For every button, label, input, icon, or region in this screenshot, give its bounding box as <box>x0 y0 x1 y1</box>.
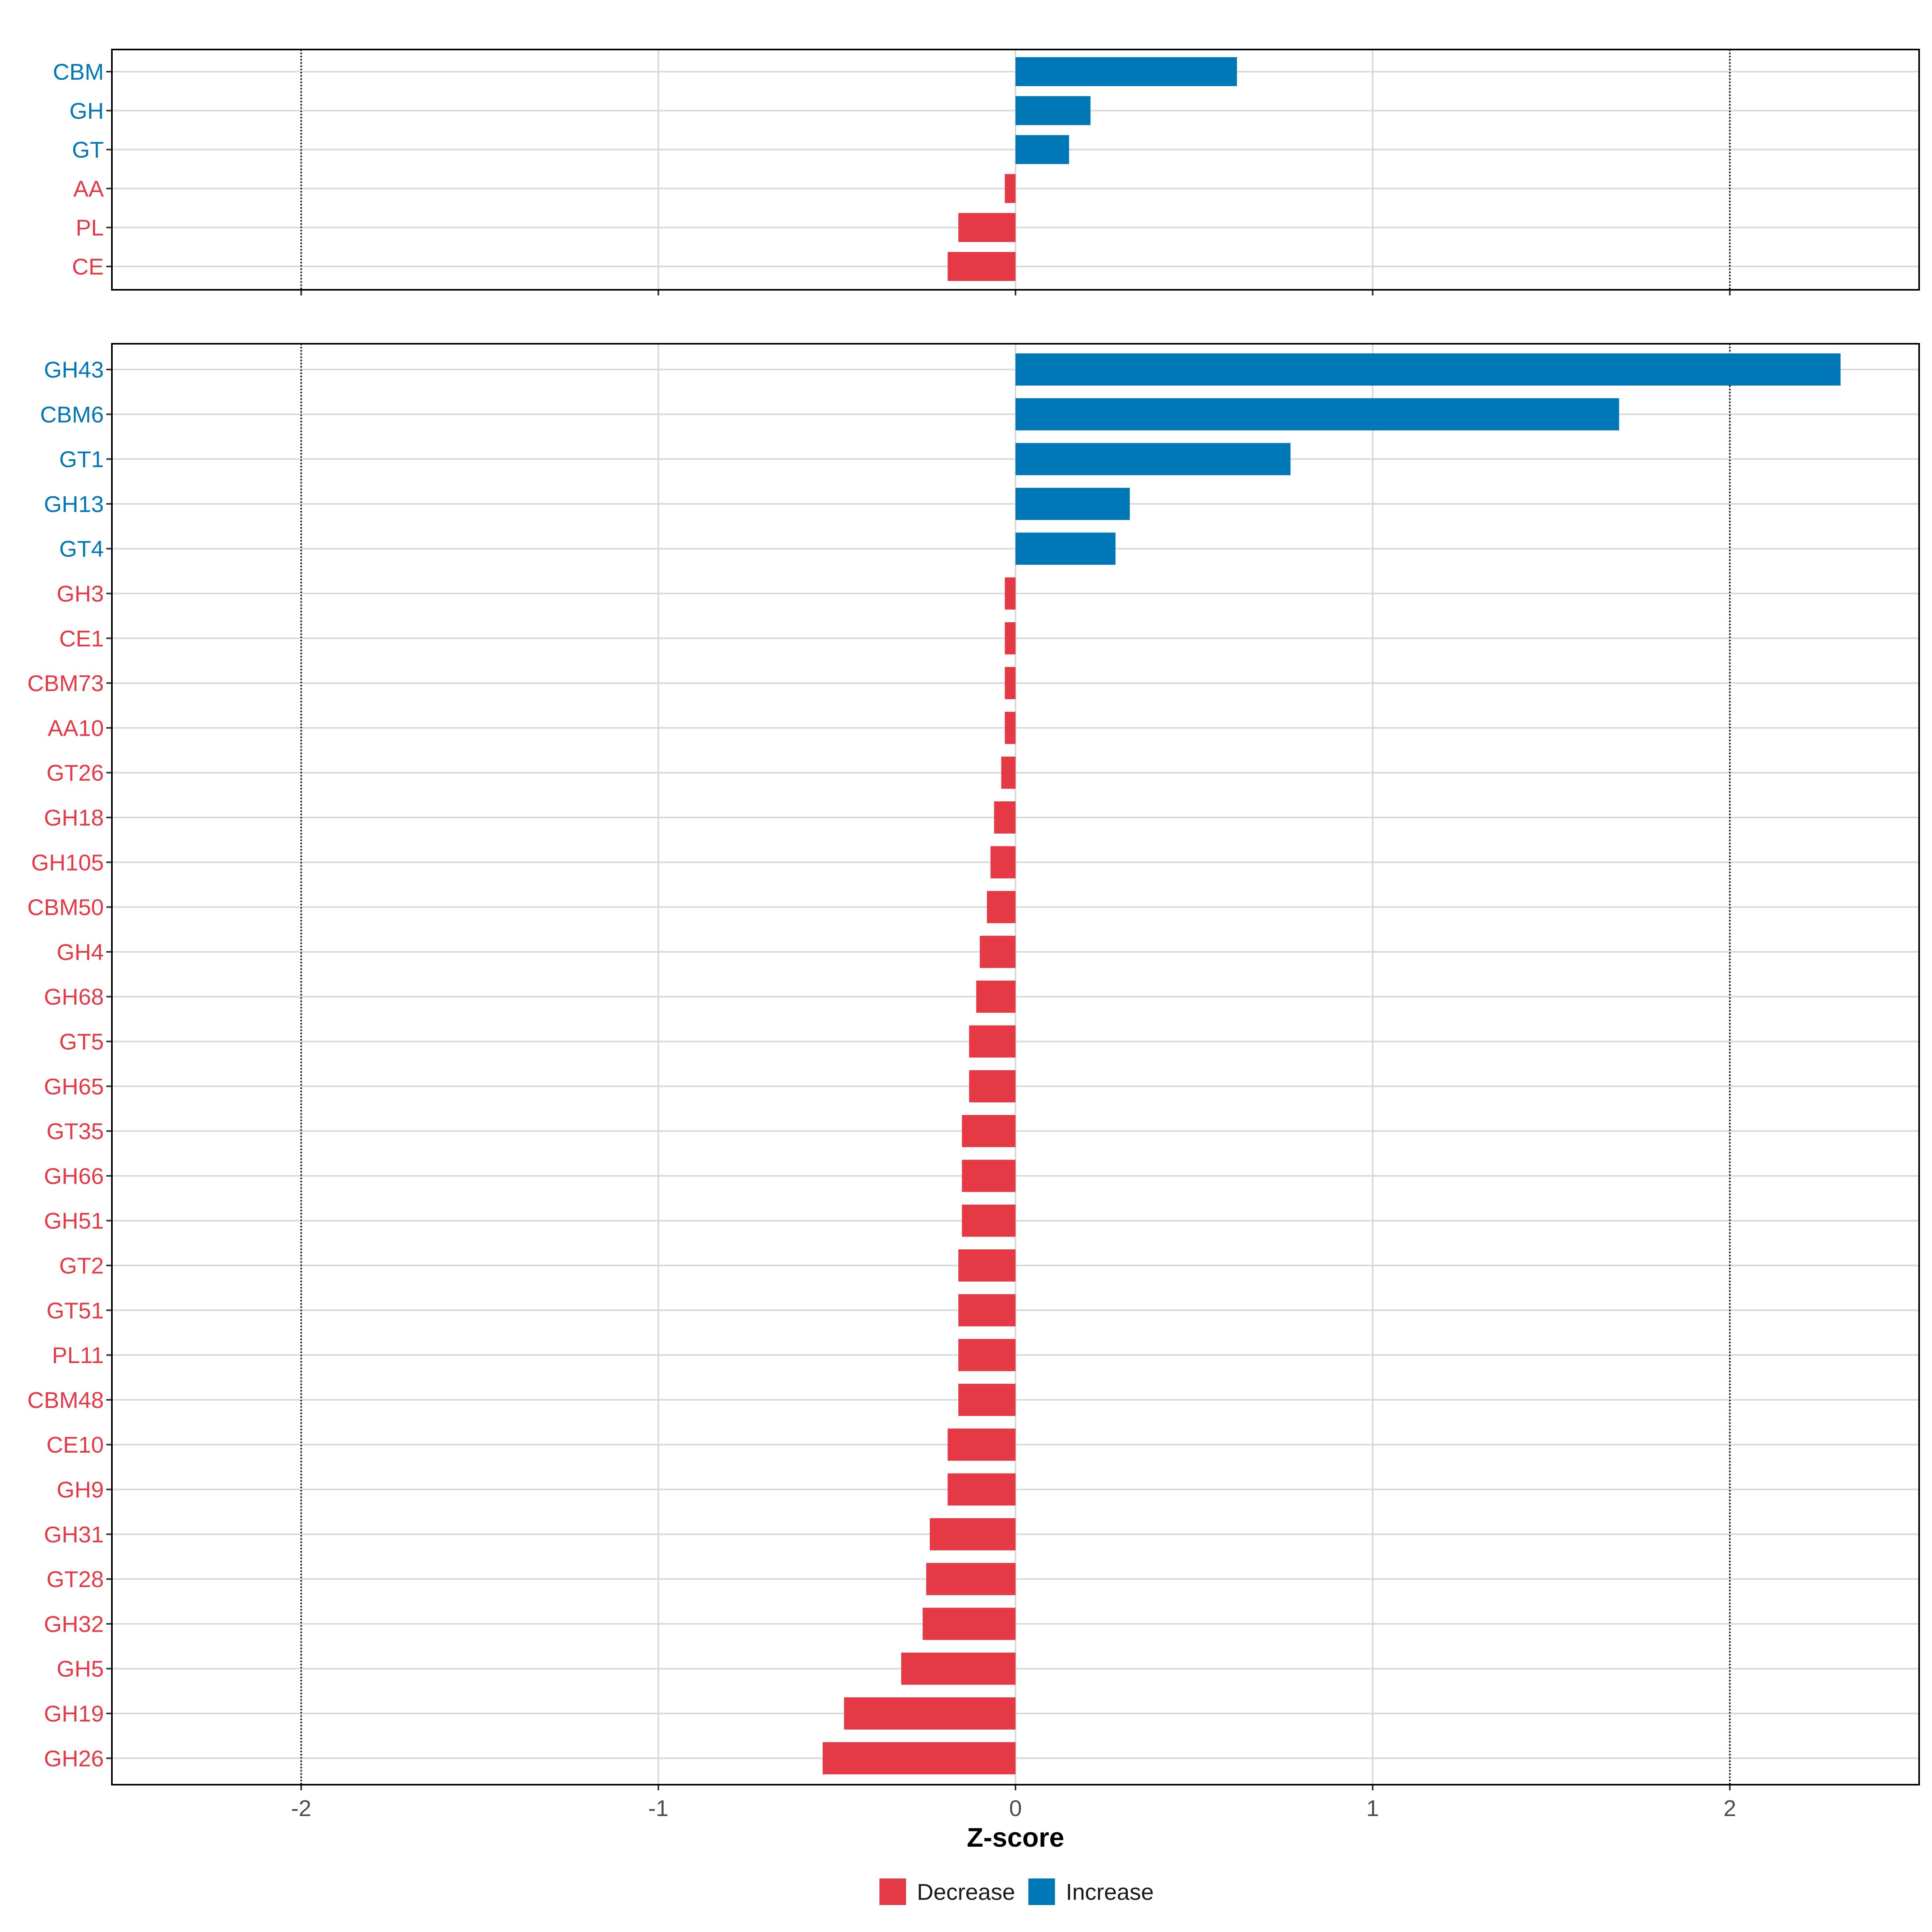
y-tick-label: GH19 <box>44 1701 104 1727</box>
bar-gh19 <box>844 1697 1016 1730</box>
bar-pl11 <box>958 1339 1016 1371</box>
y-tick-label: GT1 <box>59 447 104 473</box>
x-tick-label: -1 <box>648 1796 669 1821</box>
bar-cbm50 <box>987 891 1016 923</box>
bar-gt26 <box>1001 756 1016 789</box>
x-tick-label: 0 <box>1009 1796 1022 1821</box>
bar-gh26 <box>822 1742 1016 1775</box>
y-tick-label: GH32 <box>44 1611 104 1637</box>
panel-border <box>111 49 1920 291</box>
y-tick-label: GH18 <box>44 805 104 831</box>
y-tick-label: GH3 <box>57 581 104 607</box>
top-panel: CBM GH GT AA PL CE <box>53 49 1920 295</box>
y-tick-label: GH31 <box>44 1522 104 1548</box>
y-tick-label: GT26 <box>46 760 104 786</box>
bar-gt4 <box>1016 533 1116 565</box>
y-tick-label: CBM6 <box>40 402 104 427</box>
bar-gh51 <box>962 1204 1016 1237</box>
bar-gh32 <box>923 1608 1016 1640</box>
y-tick-label: GH51 <box>44 1208 104 1234</box>
x-tick-label: 1 <box>1366 1796 1379 1821</box>
bar-aa <box>1005 174 1016 203</box>
y-tick-label: PL11 <box>52 1343 104 1368</box>
bar-gh5 <box>901 1652 1016 1685</box>
y-tick-label: GH26 <box>44 1746 104 1771</box>
bar-gt1 <box>1016 443 1291 475</box>
bar-gh66 <box>962 1160 1016 1192</box>
bar-gh4 <box>980 935 1016 968</box>
y-tick-label: CBM <box>53 59 104 85</box>
bar-gh13 <box>1016 487 1130 520</box>
bar-gh9 <box>947 1473 1016 1506</box>
y-tick-label: GT <box>72 137 104 163</box>
legend-label-decrease: Decrease <box>917 1879 1015 1905</box>
y-tick-label: AA <box>73 176 104 202</box>
bar-cbm <box>1016 57 1237 86</box>
y-tick-label: GH13 <box>44 491 104 517</box>
bar-gh68 <box>976 980 1016 1013</box>
y-tick-label: GH9 <box>57 1477 104 1503</box>
bar-cbm48 <box>958 1383 1016 1416</box>
y-tick-label: CE10 <box>46 1432 104 1458</box>
panel-border <box>111 343 1920 1785</box>
legend: Decrease Increase <box>879 1878 1154 1905</box>
x-tick-label: 2 <box>1724 1796 1736 1821</box>
y-tick-label: PL <box>76 215 104 241</box>
x-tick-label: -2 <box>291 1796 312 1821</box>
bar-gh31 <box>930 1518 1016 1550</box>
y-tick-label: GH5 <box>57 1656 104 1682</box>
legend-swatch-decrease <box>879 1878 906 1905</box>
y-tick-label: GH43 <box>44 357 104 383</box>
bar-cbm73 <box>1005 667 1016 700</box>
bar-aa10 <box>1005 712 1016 744</box>
y-tick-label: GH68 <box>44 984 104 1010</box>
bar-gh43 <box>1016 353 1841 386</box>
bar-gt5 <box>969 1025 1016 1058</box>
y-tick-label: GH66 <box>44 1163 104 1189</box>
bar-gh18 <box>994 801 1016 834</box>
bar-gt <box>1016 135 1069 164</box>
bar-gt35 <box>962 1115 1016 1148</box>
y-tick-label: GH105 <box>31 850 104 875</box>
y-tick-label: GT35 <box>46 1119 104 1144</box>
bar-pl <box>958 213 1016 242</box>
bar-gt28 <box>926 1563 1016 1596</box>
bar-ce <box>947 252 1016 281</box>
y-tick-label: CBM50 <box>27 895 104 921</box>
bar-ce1 <box>1005 622 1016 654</box>
legend-label-increase: Increase <box>1066 1879 1154 1905</box>
bar-gt51 <box>958 1294 1016 1327</box>
y-tick-label: GT4 <box>59 536 104 562</box>
bar-gh <box>1016 96 1091 125</box>
bar-ce10 <box>947 1428 1016 1461</box>
y-tick-label: CBM48 <box>27 1387 104 1413</box>
y-tick-label: GT5 <box>59 1029 104 1055</box>
y-tick-label: CBM73 <box>27 671 104 696</box>
bar-gh65 <box>969 1070 1016 1102</box>
y-tick-label: GT2 <box>59 1253 104 1279</box>
y-tick-label: AA10 <box>48 715 104 741</box>
y-tick-label: CE1 <box>59 626 104 652</box>
y-tick-label: GH <box>70 98 104 124</box>
bar-gt2 <box>958 1249 1016 1282</box>
y-tick-label: GT51 <box>46 1298 104 1323</box>
y-tick-label: GH65 <box>44 1074 104 1100</box>
y-tick-label: GT28 <box>46 1567 104 1592</box>
y-tick-label: CE <box>72 254 104 280</box>
y-tick-label: GH4 <box>57 939 104 965</box>
bottom-panel: GH43 CBM6 GT1 GH13 GT4 GH3 CE1 CBM73 AA10 GT26 GH1… <box>27 343 1920 1790</box>
x-axis-title: Z-score <box>967 1823 1064 1853</box>
x-axis: -2 -1 0 1 2 <box>291 1796 1736 1821</box>
bar-gh105 <box>990 846 1016 879</box>
legend-swatch-increase <box>1028 1878 1055 1905</box>
bar-cbm6 <box>1016 398 1619 431</box>
bar-gh3 <box>1005 577 1016 610</box>
